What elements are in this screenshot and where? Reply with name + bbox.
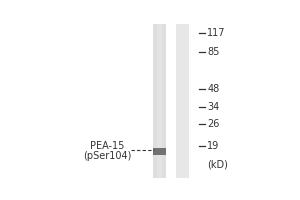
Bar	[176, 24, 189, 178]
Text: PEA-15: PEA-15	[90, 141, 124, 151]
Text: 19: 19	[207, 141, 220, 151]
Text: 117: 117	[207, 28, 226, 38]
Text: 26: 26	[207, 119, 220, 129]
Text: (kD): (kD)	[207, 159, 228, 169]
Text: 34: 34	[207, 102, 220, 112]
Bar	[153, 24, 166, 178]
Text: (pSer104): (pSer104)	[83, 151, 131, 161]
Bar	[180, 24, 185, 178]
Bar	[153, 148, 166, 155]
Text: 85: 85	[207, 47, 220, 57]
Bar	[157, 24, 162, 178]
Text: 48: 48	[207, 84, 220, 94]
